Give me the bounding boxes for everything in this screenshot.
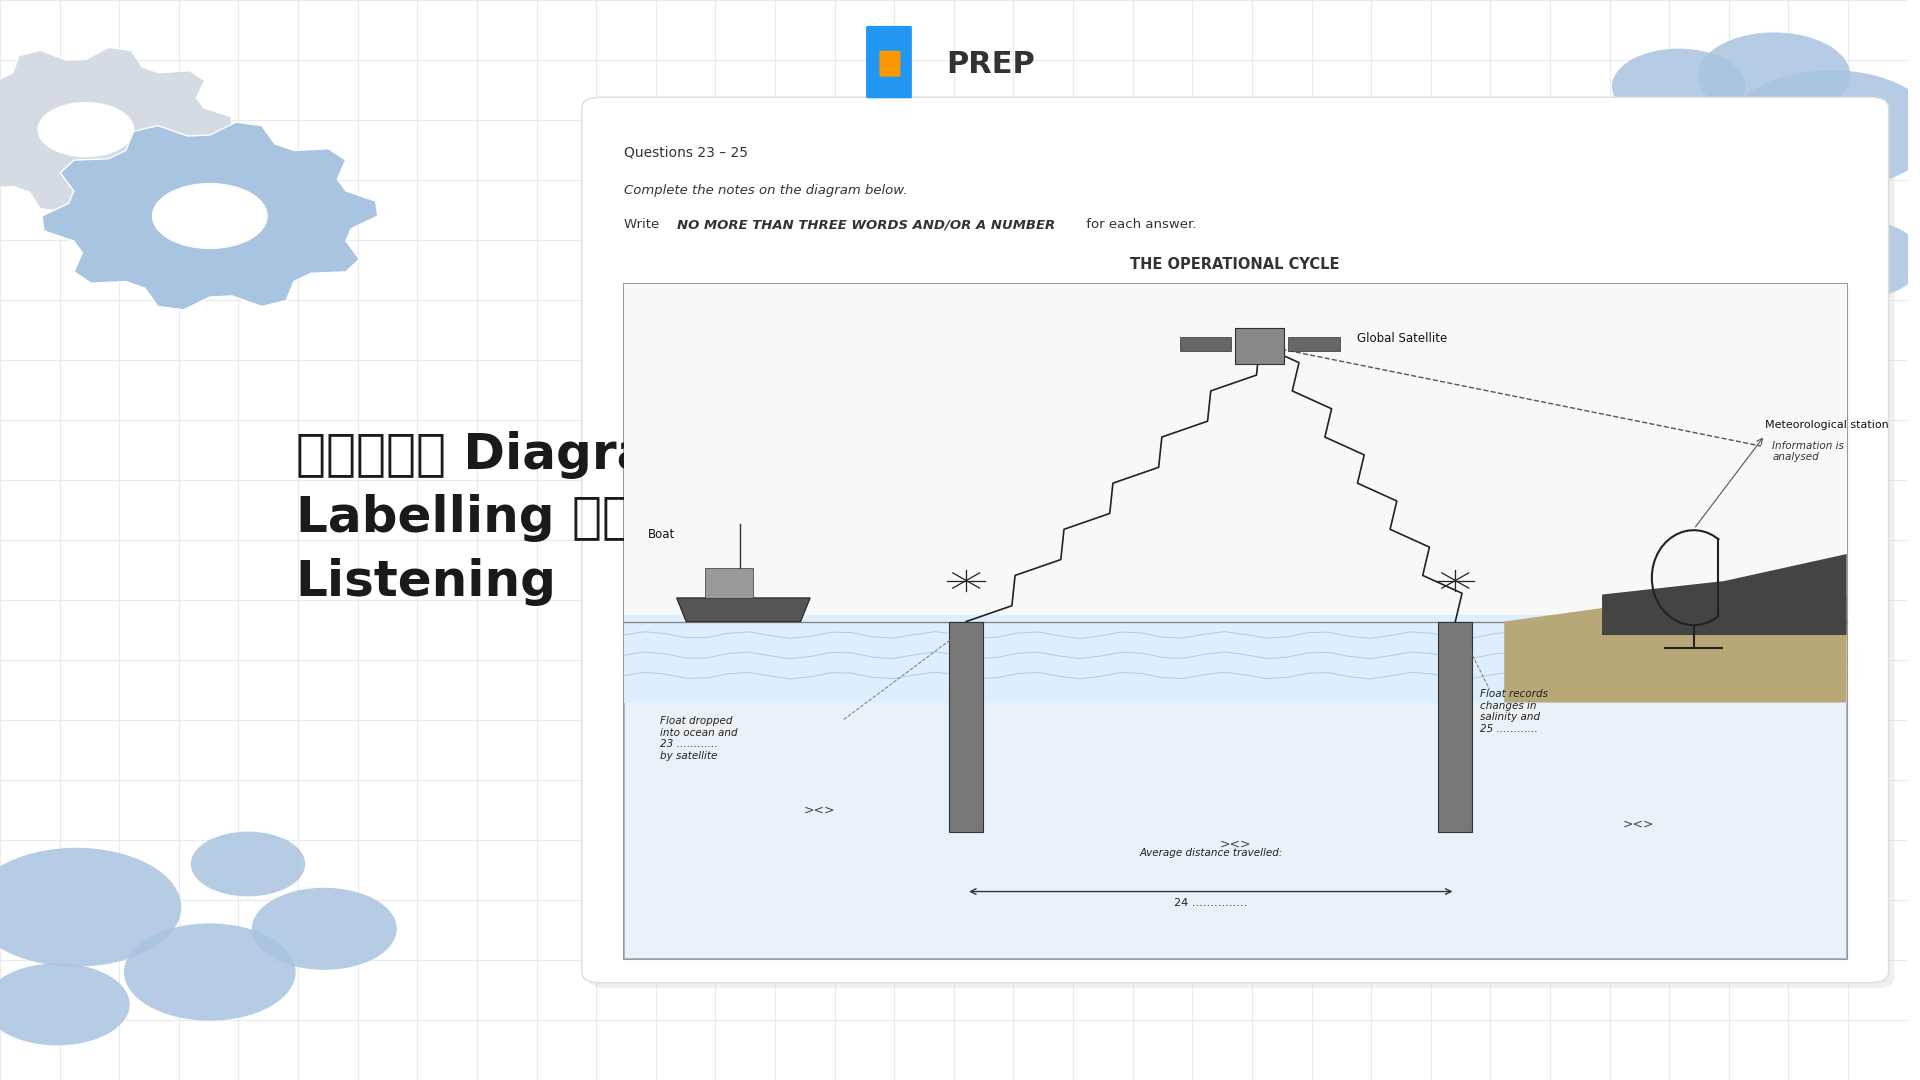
Circle shape bbox=[1726, 70, 1920, 189]
Text: Global Satellite: Global Satellite bbox=[1357, 332, 1448, 345]
Bar bbox=[1288, 337, 1340, 351]
Text: Float records
changes in
salinity and
25 …………: Float records changes in salinity and 25… bbox=[1480, 689, 1548, 733]
Text: Information is
analysed: Information is analysed bbox=[1772, 441, 1845, 462]
Bar bbox=[705, 568, 753, 598]
Text: Boat: Boat bbox=[649, 527, 676, 540]
Circle shape bbox=[190, 832, 305, 896]
Text: NO MORE THAN THREE WORDS AND/OR A NUMBER: NO MORE THAN THREE WORDS AND/OR A NUMBER bbox=[678, 218, 1056, 231]
Circle shape bbox=[125, 923, 296, 1021]
FancyBboxPatch shape bbox=[582, 97, 1889, 983]
Circle shape bbox=[252, 888, 397, 970]
Text: Complete the notes on the diagram below.: Complete the notes on the diagram below. bbox=[624, 184, 908, 197]
FancyBboxPatch shape bbox=[866, 26, 912, 98]
Bar bbox=[948, 622, 983, 832]
Text: Average distance travelled:: Average distance travelled: bbox=[1139, 848, 1283, 858]
Polygon shape bbox=[1601, 554, 1847, 635]
Circle shape bbox=[0, 963, 131, 1045]
Text: Write: Write bbox=[624, 218, 662, 231]
Polygon shape bbox=[0, 48, 232, 212]
Polygon shape bbox=[42, 122, 378, 310]
Circle shape bbox=[1697, 32, 1851, 119]
Polygon shape bbox=[676, 598, 810, 622]
Text: Meteorological station: Meteorological station bbox=[1764, 420, 1889, 430]
Text: for each answer.: for each answer. bbox=[1081, 218, 1196, 231]
Bar bbox=[624, 702, 1847, 959]
FancyBboxPatch shape bbox=[588, 103, 1895, 988]
Bar bbox=[1438, 622, 1473, 832]
FancyBboxPatch shape bbox=[624, 284, 1847, 959]
Bar bbox=[624, 284, 1847, 676]
Bar bbox=[1179, 337, 1231, 351]
Circle shape bbox=[1613, 49, 1745, 124]
Text: Questions 23 – 25: Questions 23 – 25 bbox=[624, 146, 747, 160]
Text: PREP: PREP bbox=[947, 51, 1035, 79]
Text: คำถาม Diagram
Labelling ใน IELTS
Listening: คำถาม Diagram Labelling ใน IELTS Listeni… bbox=[296, 431, 795, 606]
Text: THE OPERATIONAL CYCLE: THE OPERATIONAL CYCLE bbox=[1131, 257, 1340, 272]
Circle shape bbox=[1636, 138, 1797, 229]
Circle shape bbox=[152, 184, 267, 248]
Bar bbox=[1235, 327, 1284, 364]
Circle shape bbox=[0, 848, 180, 967]
Text: ><>: ><> bbox=[1219, 838, 1252, 851]
Text: ><>: ><> bbox=[1622, 818, 1655, 831]
Bar bbox=[624, 615, 1847, 703]
Text: 24 ……………: 24 …………… bbox=[1173, 899, 1248, 908]
Text: ><>: ><> bbox=[804, 804, 835, 818]
Text: Float dropped
into ocean and
23 …………
by satellite: Float dropped into ocean and 23 ………… by … bbox=[660, 716, 737, 760]
Circle shape bbox=[1778, 218, 1920, 300]
Polygon shape bbox=[1503, 594, 1847, 703]
Circle shape bbox=[38, 103, 134, 157]
FancyBboxPatch shape bbox=[879, 51, 900, 77]
